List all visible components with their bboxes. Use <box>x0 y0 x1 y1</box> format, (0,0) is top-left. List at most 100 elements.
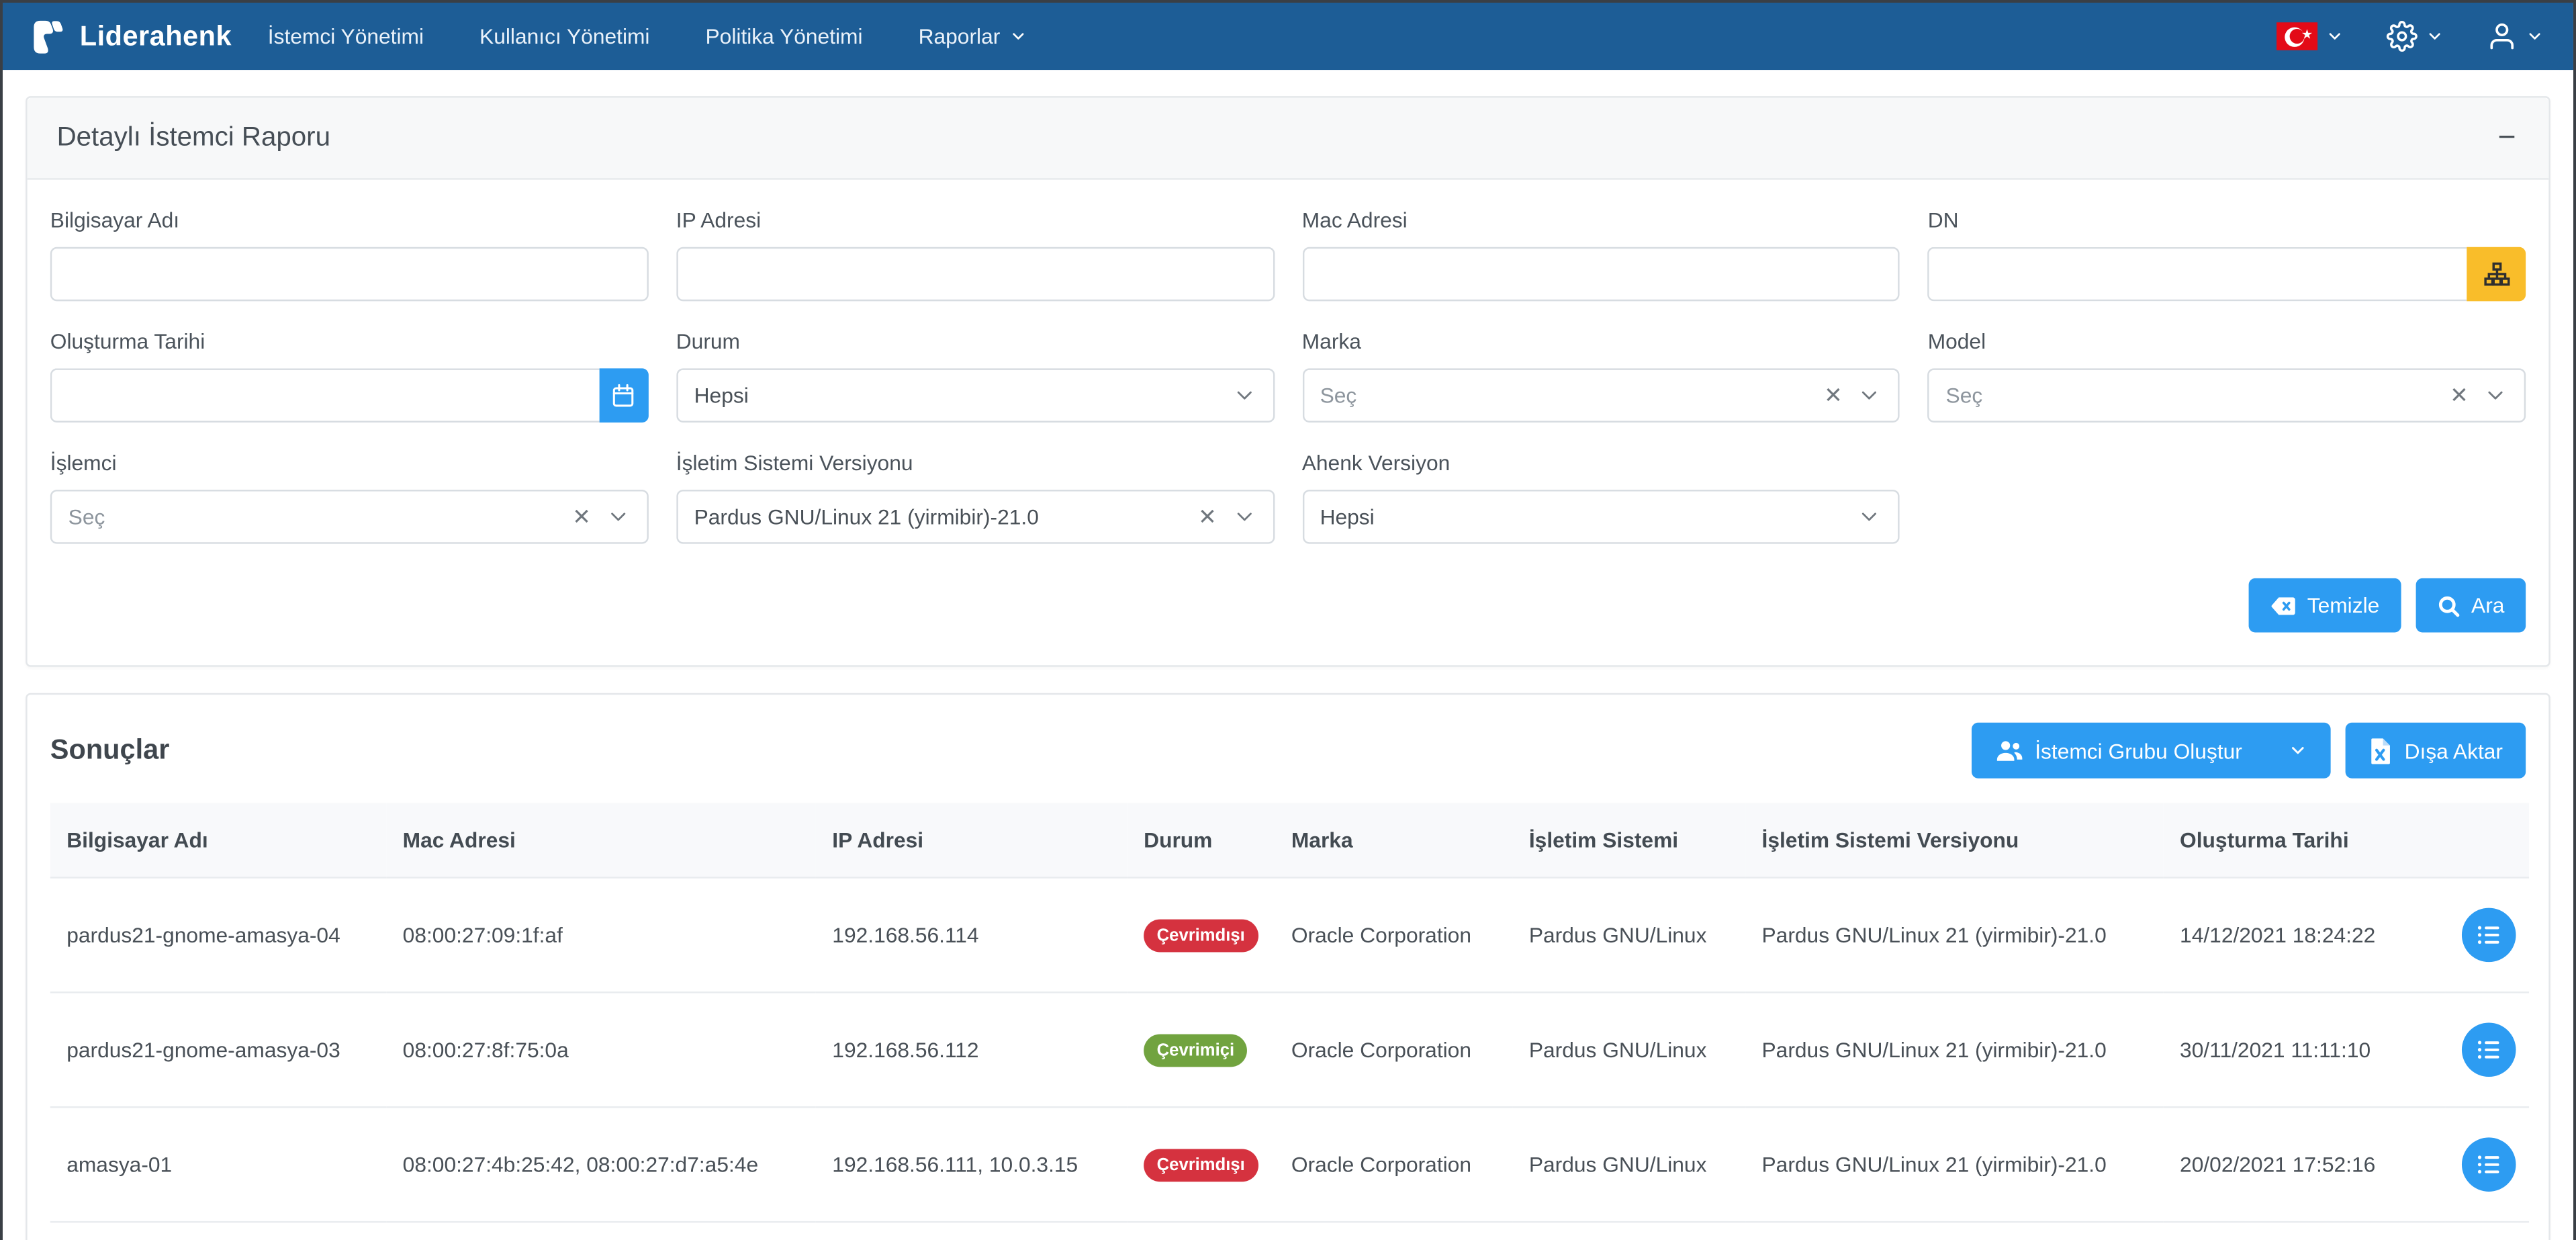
select-placeholder: Seç <box>1320 383 1357 408</box>
cell-computer-name: amasya-01 <box>50 1107 387 1223</box>
results-table: Bilgisayar Adı Mac Adresi IP Adresi Duru… <box>50 803 2530 1223</box>
brand-field: Marka Seç ✕ <box>1301 328 1900 423</box>
collapse-panel-button[interactable]: − <box>2497 120 2516 156</box>
mac-address-input[interactable] <box>1301 247 1900 302</box>
chevron-down-icon <box>2429 33 2440 40</box>
users-icon <box>1996 741 2022 761</box>
created-date-input[interactable] <box>50 368 600 423</box>
nav-item-label: Raporlar <box>918 24 1001 49</box>
field-label: Ahenk Versiyon <box>1301 450 1451 476</box>
filter-form: Bilgisayar Adı IP Adresi Mac Adresi DN <box>28 180 2549 666</box>
liderahenk-logo-icon <box>29 17 68 56</box>
nav-item-kullanici-yonetimi[interactable]: Kullanıcı Yönetimi <box>479 24 649 49</box>
export-button[interactable]: Dışa Aktar <box>2345 722 2526 779</box>
column-header: İşletim Sistemi <box>1512 803 1746 879</box>
nav-item-raporlar[interactable]: Raporlar <box>918 24 1028 49</box>
button-label: Temizle <box>2307 592 2380 618</box>
cell-os-version: Pardus GNU/Linux 21 (yirmibir)-21.0 <box>1745 1107 2164 1223</box>
table-footer: « ‹ 1 › » 10 <box>28 1223 2549 1240</box>
os-version-field: İşletim Sistemi Versiyonu Pardus GNU/Lin… <box>676 450 1275 544</box>
clear-selection-icon[interactable]: ✕ <box>2450 383 2469 408</box>
cell-mac: 08:00:27:8f:75:0a <box>386 992 816 1108</box>
processor-select[interactable]: Seç ✕ <box>50 490 649 544</box>
column-header: İşletim Sistemi Versiyonu <box>1745 803 2164 879</box>
model-field: Model Seç ✕ <box>1927 328 2526 423</box>
row-actions-button[interactable] <box>2461 1022 2516 1077</box>
mac-address-field: Mac Adresi <box>1301 208 1900 302</box>
date-picker-button[interactable] <box>599 368 649 423</box>
computer-name-field: Bilgisayar Adı <box>50 208 649 302</box>
main-menu: İstemci Yönetimi Kullanıcı Yönetimi Poli… <box>268 24 1028 49</box>
clear-selection-icon[interactable]: ✕ <box>572 504 591 529</box>
column-header-actions <box>2445 803 2530 879</box>
list-icon <box>2477 1155 2499 1173</box>
field-label: Marka <box>1301 328 1361 354</box>
chevron-down-icon <box>2329 33 2340 40</box>
settings-menu[interactable] <box>2386 21 2444 52</box>
ip-address-input[interactable] <box>676 247 1275 302</box>
chevron-down-icon <box>1236 513 1251 521</box>
os-version-select[interactable]: Pardus GNU/Linux 21 (yirmibir)-21.0 ✕ <box>676 490 1275 544</box>
search-button[interactable]: Ara <box>2416 578 2526 633</box>
results-header: Sonuçlar İstemci Grubu Oluştur <box>28 695 2549 803</box>
select-placeholder: Seç <box>68 504 105 529</box>
panel-header: Detaylı İstemci Raporu − <box>27 97 2549 180</box>
list-icon <box>2477 1040 2499 1059</box>
sitemap-icon <box>2483 262 2510 286</box>
cell-computer-name: pardus21-gnome-amasya-04 <box>50 877 387 993</box>
user-icon <box>2490 23 2514 50</box>
backspace-icon <box>2270 596 2295 615</box>
table-row: pardus21-gnome-amasya-03 08:00:27:8f:75:… <box>50 992 2530 1108</box>
create-client-group-button[interactable]: İstemci Grubu Oluştur <box>1971 722 2331 779</box>
processor-field: İşlemci Seç ✕ <box>50 450 649 544</box>
chevron-down-icon <box>1013 33 1025 40</box>
cell-os: Pardus GNU/Linux <box>1512 877 1746 993</box>
dn-input[interactable] <box>1927 247 2467 302</box>
chevron-down-icon <box>610 513 625 521</box>
nav-item-label: İstemci Yönetimi <box>267 24 424 49</box>
dn-tree-select-button[interactable] <box>2467 247 2526 302</box>
status-field: Durum Hepsi <box>676 328 1275 423</box>
field-label: Durum <box>676 328 741 354</box>
created-date-field: Oluşturma Tarihi <box>50 328 649 423</box>
cell-brand: Oracle Corporation <box>1275 992 1513 1108</box>
cell-computer-name: pardus21-gnome-amasya-03 <box>50 992 387 1108</box>
agent-version-select[interactable]: Hepsi <box>1301 490 1900 544</box>
navbar-right: ★ <box>2276 21 2544 52</box>
field-label: Model <box>1927 328 1986 354</box>
cell-brand: Oracle Corporation <box>1275 1107 1513 1223</box>
chevron-down-icon <box>1862 391 1877 400</box>
cell-os: Pardus GNU/Linux <box>1512 1107 1746 1223</box>
column-header: Bilgisayar Adı <box>50 803 387 879</box>
field-label: IP Adresi <box>676 208 762 232</box>
brand-link[interactable]: Liderahenk <box>29 17 232 56</box>
nav-item-istemci-yonetimi[interactable]: İstemci Yönetimi <box>268 24 424 49</box>
excel-file-icon <box>2371 738 2391 764</box>
computer-name-input[interactable] <box>50 247 649 302</box>
clear-button[interactable]: Temizle <box>2248 578 2401 633</box>
select-value: Pardus GNU/Linux 21 (yirmibir)-21.0 <box>694 504 1039 529</box>
results-title: Sonuçlar <box>50 734 170 766</box>
field-label: Oluşturma Tarihi <box>50 328 205 354</box>
column-header: Durum <box>1127 803 1275 879</box>
clear-selection-icon[interactable]: ✕ <box>1198 504 1217 529</box>
row-actions-button[interactable] <box>2461 1137 2516 1192</box>
cell-created: 20/02/2021 17:52:16 <box>2163 1107 2446 1223</box>
select-value: Hepsi <box>1320 504 1375 529</box>
nav-item-politika-yonetimi[interactable]: Politika Yönetimi <box>706 24 863 49</box>
list-icon <box>2477 926 2499 944</box>
page-title: Detaylı İstemci Raporu <box>56 122 331 152</box>
detailed-client-report-panel: Detaylı İstemci Raporu − Bilgisayar Adı … <box>26 96 2550 667</box>
language-selector[interactable]: ★ <box>2276 22 2344 50</box>
button-label: Dışa Aktar <box>2404 738 2503 763</box>
row-actions-button[interactable] <box>2461 907 2516 963</box>
model-select[interactable]: Seç ✕ <box>1927 368 2526 423</box>
clear-selection-icon[interactable]: ✕ <box>1824 383 1843 408</box>
table-header-row: Bilgisayar Adı Mac Adresi IP Adresi Duru… <box>50 803 2530 879</box>
select-placeholder: Seç <box>1945 383 1983 408</box>
status-select[interactable]: Hepsi <box>676 368 1275 423</box>
brand-select[interactable]: Seç ✕ <box>1301 368 1900 423</box>
field-label: Mac Adresi <box>1301 208 1408 232</box>
gear-icon <box>2386 21 2418 52</box>
user-menu[interactable] <box>2487 21 2544 52</box>
